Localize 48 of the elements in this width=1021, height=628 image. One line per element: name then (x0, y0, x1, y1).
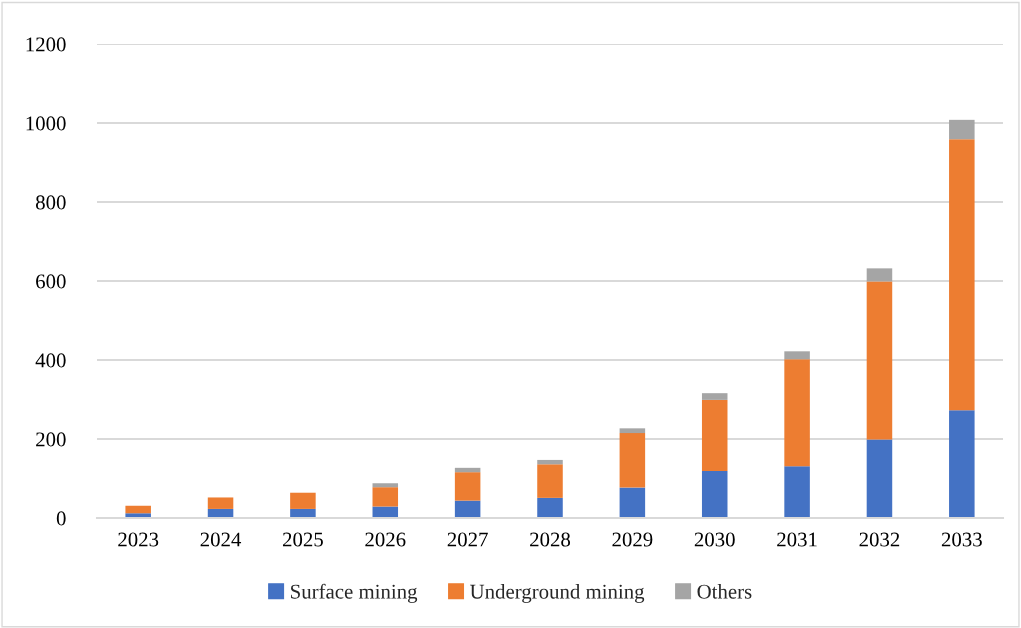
bar (866, 268, 893, 282)
bar (866, 439, 893, 518)
x-tick-label: 2026 (365, 532, 406, 547)
x-tick-label: 2032 (859, 532, 900, 547)
bar (619, 433, 646, 488)
bar (454, 500, 481, 518)
y-tick-label: 1200 (26, 37, 66, 52)
bar (619, 487, 646, 518)
bar (207, 497, 234, 509)
bar (701, 399, 728, 471)
legend-label: Surface mining (291, 583, 418, 603)
y-tick-label: 1000 (26, 116, 66, 131)
bar (454, 467, 481, 473)
bar (784, 466, 810, 518)
bar (372, 483, 399, 488)
bar (784, 359, 810, 467)
bar (949, 410, 975, 518)
bar (949, 139, 975, 411)
bar (454, 472, 481, 501)
x-tick-label: 2033 (941, 532, 982, 547)
y-tick-label: 200 (36, 432, 66, 447)
bar (537, 464, 563, 498)
bar (701, 393, 728, 400)
x-tick-label: 2025 (282, 532, 323, 547)
bar (537, 459, 563, 465)
legend-label: Others (697, 584, 752, 599)
bar (784, 351, 810, 360)
bar (701, 470, 728, 518)
x-tick-label: 2031 (777, 532, 817, 547)
bar (866, 281, 893, 440)
bar (537, 497, 563, 518)
y-tick-label: 600 (36, 274, 66, 289)
x-tick-label: 2028 (530, 532, 571, 547)
x-tick-label: 2027 (447, 532, 488, 547)
x-tick-label: 2023 (118, 532, 159, 547)
bar (290, 492, 316, 509)
legend-label: Underground mining (470, 584, 645, 603)
x-tick-label: 2029 (612, 532, 653, 547)
bar (290, 508, 316, 518)
x-tick-label: 2024 (200, 532, 242, 547)
y-tick-label: 800 (35, 195, 66, 210)
bar (372, 487, 399, 507)
bar (619, 428, 646, 434)
y-tick-label: 400 (35, 353, 66, 368)
x-tick-label: 2030 (694, 532, 735, 547)
y-tick-label: 0 (56, 511, 66, 526)
bar (949, 119, 975, 140)
bar (125, 505, 151, 514)
